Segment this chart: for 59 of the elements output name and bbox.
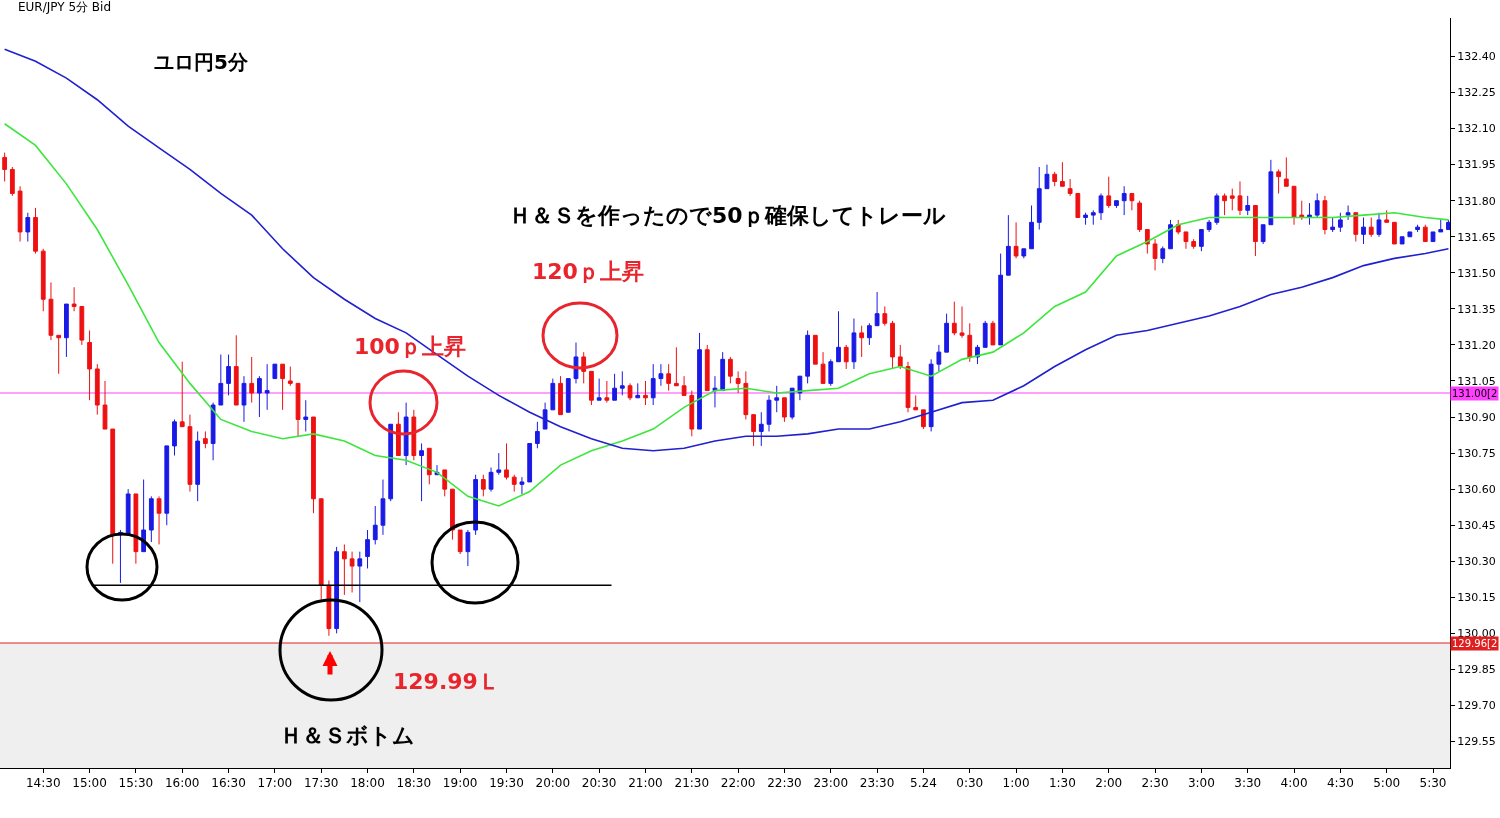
annotation: 120ｐ上昇	[532, 259, 644, 284]
y-tick-label: 129.55	[1457, 735, 1496, 749]
x-tick-label: 17:30	[303, 776, 339, 791]
x-tick-label: 1:00	[1002, 776, 1030, 791]
x-tick-label: 15:30	[118, 776, 154, 791]
y-tick-label: 130.15	[1457, 591, 1496, 605]
y-tick-label: 130.90	[1457, 410, 1496, 424]
x-tick-label: 0:30	[956, 776, 984, 791]
ref-line-label: 129.96[2	[1452, 638, 1498, 649]
x-tick-label: 19:30	[489, 776, 524, 791]
x-tick-label: 2:00	[1095, 776, 1123, 791]
x-tick-label: 20:30	[581, 776, 617, 791]
y-tick-label: 130.60	[1457, 483, 1496, 496]
x-tick-label: 23:30	[859, 776, 895, 791]
y-tick-label: 132.10	[1457, 122, 1496, 136]
x-tick-label: 20:00	[535, 776, 571, 791]
annotation: 100ｐ上昇	[354, 334, 466, 359]
x-tick-label: 15:00	[72, 776, 107, 791]
x-tick-label: 16:30	[211, 776, 246, 791]
y-tick-label: 131.80	[1457, 194, 1496, 208]
annotation: Ｈ＆Ｓを作ったので50ｐ確保してトレール	[509, 203, 946, 228]
x-tick-label: 5:00	[1373, 776, 1401, 791]
x-tick-label: 4:00	[1280, 776, 1308, 791]
y-tick-label: 130.75	[1457, 446, 1496, 460]
y-tick-label: 130.30	[1457, 555, 1496, 569]
ref-line-label: 131.00[2	[1452, 388, 1498, 399]
y-tick-label: 131.50	[1457, 266, 1496, 280]
x-tick-label: 18:00	[350, 776, 385, 791]
y-tick-label: 131.35	[1457, 302, 1496, 316]
x-tick-label: 3:30	[1234, 776, 1262, 791]
x-tick-label: 1:30	[1048, 776, 1076, 791]
y-tick-label: 132.25	[1457, 86, 1496, 100]
x-tick-label: 19:00	[442, 776, 478, 791]
x-tick-label: 21:00	[628, 776, 663, 791]
x-tick-label: 17:00	[257, 776, 293, 791]
x-tick-label: 4:30	[1326, 776, 1354, 791]
x-tick-label: 18:30	[396, 776, 432, 791]
annotation: 129.99Ｌ	[393, 669, 500, 694]
x-tick-label: 3:00	[1187, 776, 1215, 791]
x-tick-label: 5:30	[1419, 776, 1447, 791]
y-tick-label: 130.45	[1457, 519, 1496, 533]
x-tick-label: 14:30	[25, 776, 61, 791]
y-tick-label: 129.70	[1457, 699, 1496, 713]
x-tick-label: 22:30	[767, 776, 802, 791]
annotation: Ｈ＆Ｓボトム	[280, 723, 415, 748]
x-tick-label: 16:00	[164, 776, 200, 791]
y-tick-label: 131.20	[1457, 338, 1496, 352]
y-tick-label: 131.95	[1457, 158, 1496, 172]
x-tick-label: 23:00	[813, 776, 849, 791]
y-tick-label: 131.65	[1457, 230, 1496, 244]
x-tick-label: 22:00	[720, 776, 756, 791]
text: ユロ円5分	[154, 50, 249, 74]
x-tick-label: 21:30	[674, 776, 710, 791]
x-tick-label: 2:30	[1141, 776, 1169, 791]
y-tick-label: 131.05	[1457, 374, 1496, 388]
y-tick-label: 132.40	[1457, 50, 1496, 64]
x-tick-label: 5.24	[910, 776, 937, 791]
chart-subtitle: EUR/JPY 5分 Bid	[18, 0, 112, 14]
y-tick-label: 129.85	[1457, 663, 1496, 677]
